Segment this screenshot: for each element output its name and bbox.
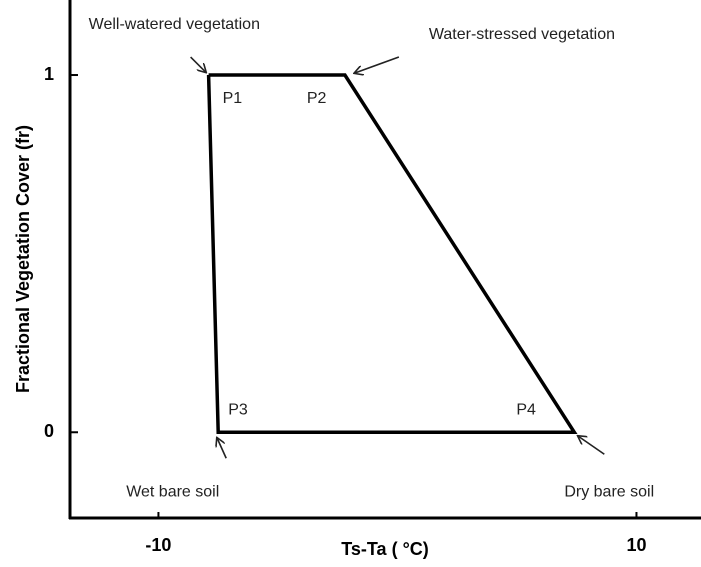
annotation-arrow [355,56,400,73]
annotation-arrow [190,56,206,72]
point-label: P2 [307,90,327,107]
y-axis-label: Fractional Vegetation Cover (fr) [13,125,33,393]
annotation: Dry bare soil [564,483,654,500]
trapezoid-line [206,73,578,435]
annotation-arrow [578,436,605,455]
y-tick-label: 1 [44,64,54,84]
point-label: P3 [228,401,248,418]
x-tick-label: -10 [145,535,171,555]
point-label: P4 [516,401,536,418]
y-tick-label: 0 [44,421,54,441]
x-axis-label: Ts-Ta ( °C) [341,539,429,559]
x-tick-label: 10 [626,535,646,555]
point-label: P1 [223,90,243,107]
annotation: Water-stressed vegetation [429,26,615,43]
annotation: Well-watered vegetation [89,16,260,33]
annotation: Wet bare soil [126,483,219,500]
annotation-arrow [217,438,227,459]
